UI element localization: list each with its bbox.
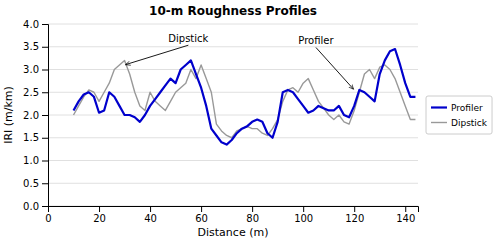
annotation: Profiler: [298, 35, 334, 46]
plot: 0 20 40 60 80 100 120 140 0.0 0.5 1.0 1.5 2.0 2.5 3.0 3…: [23, 19, 418, 224]
legend-label: Profiler: [451, 103, 483, 113]
tick-mark: [42, 24, 48, 25]
axis-line: [49, 207, 419, 213]
tick-mark: [42, 183, 48, 184]
tick: 80: [246, 206, 259, 224]
tick-label: 100: [294, 213, 313, 224]
legend-label: Dipstick: [451, 118, 488, 128]
tick-mark: [303, 206, 304, 212]
legend-box: [426, 96, 492, 134]
tick-label: 3.0: [23, 64, 39, 75]
tick-mark: [42, 47, 48, 48]
tick-mark: [405, 206, 406, 212]
tick-label: 20: [93, 213, 106, 224]
chart: 0 20 40 60 80 100 120 140 0.0 0.5 1.0 1.5 2.0 2.5 3.0 3…: [0, 0, 500, 240]
tick-mark: [42, 138, 48, 139]
tick-mark: [201, 206, 202, 212]
tick-label: 140: [396, 213, 415, 224]
tick-mark: [42, 206, 48, 207]
tick-label: 0: [45, 213, 51, 224]
tick-label: 80: [246, 213, 259, 224]
tick-label: 120: [345, 213, 364, 224]
legend: Profiler Dipstick: [426, 96, 492, 134]
legend-swatch: [431, 122, 447, 123]
x-axis: 0 20 40 60 80 100 120 140: [45, 206, 418, 224]
y-axis-title: IRI (m/km): [2, 86, 15, 144]
tick-label: 1.0: [23, 155, 39, 166]
tick-mark: [42, 115, 48, 116]
x-axis-title: Distance (m): [198, 226, 269, 239]
tick: 60: [195, 206, 208, 224]
grid-line: [48, 183, 418, 184]
tick-label: 2.0: [23, 110, 39, 121]
tick: 1.5: [23, 132, 48, 143]
legend-swatch: [431, 106, 447, 108]
tick: 0: [45, 206, 51, 224]
tick-mark: [99, 206, 100, 212]
tick-mark: [42, 161, 48, 162]
tick: 100: [294, 206, 313, 224]
tick: 4.0: [23, 19, 48, 30]
tick: 120: [345, 206, 364, 224]
tick: 3.0: [23, 64, 48, 75]
tick-mark: [150, 206, 151, 212]
grid-line: [48, 115, 418, 116]
annotation: Dipstick: [168, 33, 208, 44]
grid-line: [48, 24, 418, 25]
tick: 40: [144, 206, 157, 224]
series-line: [74, 49, 416, 145]
tick: 2.5: [23, 87, 48, 98]
axis-line: [42, 25, 49, 207]
tick-label: 3.5: [23, 41, 39, 52]
title: 10-m Roughness Profiles: [149, 4, 317, 18]
tick-label: 60: [195, 213, 208, 224]
y-axis: 0.0 0.5 1.0 1.5 2.0 2.5 3.0 3.5 4.0: [23, 19, 48, 212]
annotations: Dipstick Profiler: [126, 33, 354, 89]
grid-line: [48, 69, 418, 70]
tick-mark: [42, 92, 48, 93]
tick: 2.0: [23, 110, 48, 121]
tick-mark: [42, 70, 48, 71]
tick: 1.0: [23, 155, 48, 166]
grid-line: [48, 160, 418, 161]
tick-label: 4.0: [23, 19, 39, 30]
tick-label: 2.5: [23, 87, 39, 98]
tick-label: 1.5: [23, 132, 39, 143]
annotation-arrow: [316, 47, 354, 89]
grid-line: [48, 46, 418, 47]
tick: 0.0: [23, 201, 48, 212]
lines: [74, 49, 416, 145]
tick: 0.5: [23, 178, 48, 189]
tick-label: 0.0: [23, 201, 39, 212]
tick-label: 40: [144, 213, 157, 224]
grid: [48, 24, 418, 206]
tick-mark: [252, 206, 253, 212]
tick: 3.5: [23, 41, 48, 52]
tick: 20: [93, 206, 106, 224]
annotation-arrow: [126, 45, 189, 64]
series-line: [74, 60, 416, 137]
tick: 140: [396, 206, 415, 224]
tick-mark: [354, 206, 355, 212]
tick-label: 0.5: [23, 178, 39, 189]
